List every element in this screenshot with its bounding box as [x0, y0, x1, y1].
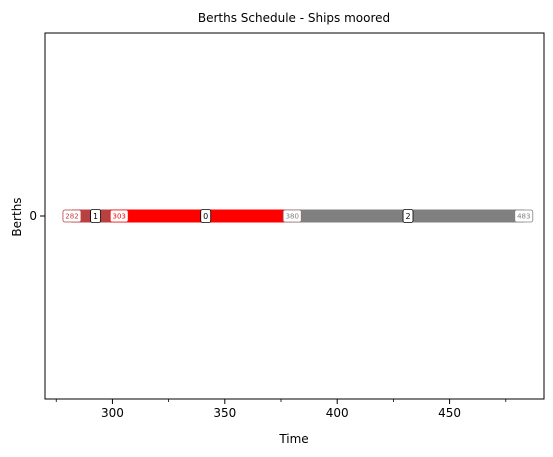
ship-id-label-box: [402, 209, 414, 223]
start-time-label: 303: [109, 209, 129, 223]
y-tick-label: 0: [29, 209, 37, 223]
y-axis: 0: [29, 209, 45, 223]
ship-id-label: 1: [90, 209, 101, 223]
start-time-label-text: 380: [286, 213, 299, 221]
ship-id-label: 0: [200, 209, 212, 223]
start-time-label: 380: [282, 209, 302, 223]
end-time-label: 483: [514, 209, 534, 223]
x-tick-label: 400: [326, 406, 349, 420]
ship-id-label-box: [200, 209, 212, 223]
x-axis-label: Time: [278, 432, 308, 446]
ship-id-label-text: 0: [203, 212, 208, 221]
x-axis: 300 350 400 450: [55, 399, 507, 420]
bar-series: 282303130338003804832: [62, 209, 534, 223]
start-time-label-box: [62, 209, 82, 223]
x-tick-label: 350: [213, 406, 236, 420]
start-time-label-box: [282, 209, 302, 223]
start-time-label-text: 303: [112, 213, 125, 221]
ship-id-label-text: 1: [93, 212, 98, 221]
x-tick-label: 450: [438, 406, 461, 420]
end-time-label-text: 483: [517, 213, 530, 221]
chart-title: Berths Schedule - Ships moored: [198, 11, 390, 25]
y-axis-label: Berths: [10, 197, 24, 236]
start-time-label-box: [109, 209, 129, 223]
ship-id-label: 2: [402, 209, 414, 223]
end-time-label-box: [514, 209, 534, 223]
ship-id-label-text: 2: [405, 212, 410, 221]
start-time-label: 282: [62, 209, 82, 223]
x-tick-label: 300: [101, 406, 124, 420]
ship-id-label-box: [90, 209, 101, 223]
start-time-label-text: 282: [65, 213, 78, 221]
